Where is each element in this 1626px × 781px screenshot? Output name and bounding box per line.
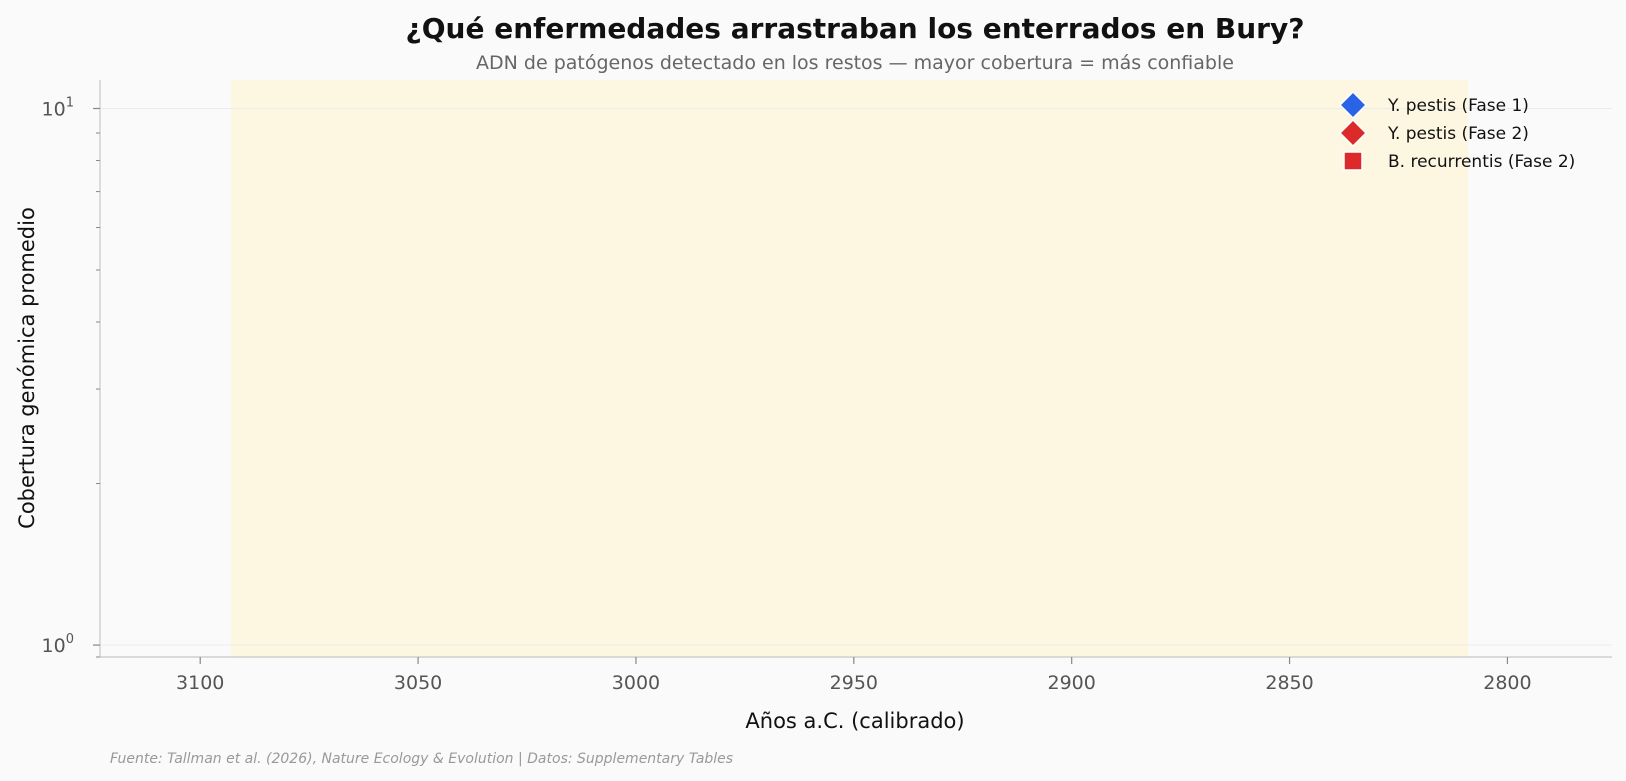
x-tick-label-0: 3100: [176, 672, 224, 694]
source-note: Fuente: Tallman et al. (2026), Nature Ec…: [110, 751, 733, 767]
x-tick-label-1: 3050: [394, 672, 442, 694]
axes: [99, 80, 1612, 658]
legend-marker-2: [1343, 151, 1363, 171]
x-tick-label-5: 2850: [1265, 672, 1313, 694]
legend-label-0: Y. pestis (Fase 1): [1387, 96, 1529, 116]
y-tick-label-1: 101: [42, 95, 74, 120]
legend: Y. pestis (Fase 1) Y. pestis (Fase 2) B. r…: [1338, 90, 1575, 172]
legend-marker-1: [1338, 118, 1368, 148]
chart-subtitle: ADN de patógenos detectado en los restos…: [476, 52, 1234, 74]
legend-entry-2: B. recurrentis (Fase 2): [1343, 151, 1575, 172]
y-ticks: 100 101: [42, 95, 100, 658]
chart-title: ¿Qué enfermedades arrastraban los enterr…: [406, 12, 1305, 45]
x-axis-label: Años a.C. (calibrado): [745, 709, 964, 733]
legend-label-1: Y. pestis (Fase 2): [1387, 124, 1529, 144]
legend-label-2: B. recurrentis (Fase 2): [1388, 152, 1575, 172]
x-tick-label-3: 2950: [830, 672, 878, 694]
legend-marker-0: [1338, 90, 1368, 120]
legend-entry-1: Y. pestis (Fase 2): [1338, 118, 1529, 148]
legend-entry-0: Y. pestis (Fase 1): [1338, 90, 1529, 120]
shaded-span: [230, 80, 1469, 657]
x-tick-label-4: 2900: [1048, 672, 1096, 694]
x-ticks: 3100 3050 3000 2950 2900 2850 2800: [176, 657, 1532, 694]
y-axis-label: Cobertura genómica promedio: [15, 207, 39, 529]
plot-area: [230, 80, 1469, 657]
y-tick-label-0: 100: [42, 632, 74, 657]
x-tick-label-2: 3000: [612, 672, 660, 694]
x-tick-label-6: 2800: [1483, 672, 1531, 694]
